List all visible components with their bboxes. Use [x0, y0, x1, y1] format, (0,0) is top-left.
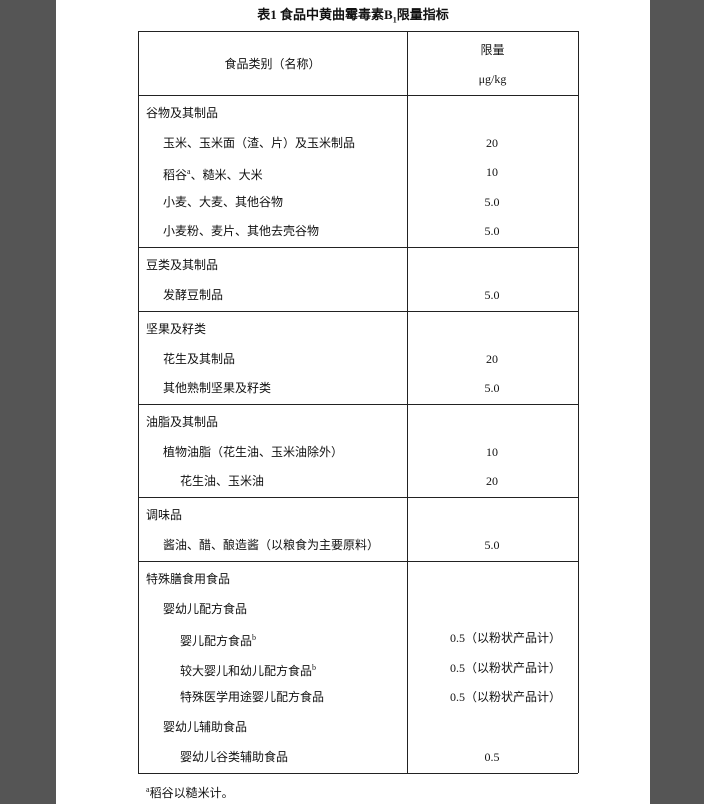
- row-label: 小麦、大麦、其他谷物: [163, 195, 283, 209]
- title-subscript: 1: [392, 15, 397, 25]
- row-name: 婴幼儿配方食品: [163, 601, 248, 616]
- row-label: 小麦粉、麦片、其他去壳谷物: [163, 224, 319, 238]
- group-name: 坚果及籽类: [146, 322, 207, 336]
- row-value: 20: [486, 135, 498, 150]
- row-value: 10: [486, 165, 498, 180]
- group-name: 油脂及其制品: [146, 415, 219, 430]
- row-name: 、糙米、大米: [190, 168, 263, 183]
- title-text: 限量指标: [396, 7, 449, 22]
- row-name: 花生油、玉米油: [180, 474, 265, 489]
- table-border: [138, 95, 578, 96]
- row-name: 酱油、醋、酿造酱（以粮食为主要原料）: [163, 538, 380, 552]
- row-name: 小麦、大麦、其他谷物: [163, 194, 284, 209]
- table-border: [407, 31, 408, 773]
- row-value: 5.0: [484, 224, 500, 239]
- group-name: 豆类及其制品: [146, 258, 219, 273]
- row-value: 10: [486, 444, 498, 459]
- row-label: 特殊医学用途婴儿配方食品: [180, 690, 324, 704]
- row-label: 婴幼儿配方食品: [163, 602, 247, 616]
- title-text: 表1 食品中黄曲霉毒素B: [257, 7, 393, 22]
- row-name: 婴幼儿谷类辅助食品: [180, 749, 289, 764]
- row-name: 小麦粉、麦片、其他去壳谷物: [163, 224, 320, 239]
- row-value: 5.0: [484, 381, 500, 396]
- row-name: 稻谷: [163, 168, 188, 183]
- row-name: 特殊医学用途婴儿配方食品: [180, 690, 325, 705]
- table-border: [578, 31, 579, 773]
- table-border: [138, 404, 578, 406]
- group-name: 调味品: [146, 508, 183, 523]
- header-limit: 限量: [480, 43, 505, 57]
- footnote-mark: a: [146, 784, 150, 794]
- row-value: 5.0: [484, 538, 500, 552]
- row-value: 5.0: [484, 194, 500, 209]
- row-name: 玉米、玉米面（渣、片）及玉米制品: [163, 135, 356, 150]
- table-border: [138, 247, 578, 249]
- table-border: [138, 772, 578, 774]
- footnote: a稻谷以糙米计。: [146, 783, 234, 800]
- group-name: 谷物及其制品: [146, 106, 219, 120]
- row-name: 婴幼儿辅助食品: [163, 720, 248, 734]
- table-border: [138, 31, 139, 773]
- group-name: 特殊膳食用食品: [146, 572, 231, 586]
- row-label: 发酵豆制品: [163, 288, 223, 302]
- row-name: 其他熟制坚果及籽类: [163, 381, 272, 396]
- table-title: 表1 食品中黄曲霉毒素B1限量指标: [56, 8, 650, 28]
- row-value: 0.5（以粉状产品计）: [450, 690, 562, 705]
- row-label: 婴儿配方食品b: [180, 631, 256, 648]
- row-label: 酱油、醋、酿造酱（以粮食为主要原料）: [163, 538, 379, 552]
- row-value: 0.5（以粉状产品计）: [450, 631, 562, 646]
- table-border: [138, 497, 578, 499]
- row-value: 20: [486, 474, 498, 489]
- row-value: 0.5（以粉状产品计）: [450, 660, 562, 675]
- table-border: [138, 31, 578, 32]
- row-name: 发酵豆制品: [163, 288, 224, 302]
- row-label: 婴幼儿辅助食品: [163, 720, 247, 734]
- row-name: 花生及其制品: [163, 351, 236, 366]
- row-name: 婴儿配方食品: [180, 634, 253, 649]
- table-border: [138, 561, 578, 562]
- row-label: 婴幼儿谷类辅助食品: [180, 750, 288, 764]
- footnote-mark: b: [312, 662, 317, 672]
- footnote-text: 稻谷以糙米计。: [149, 785, 234, 800]
- row-value: 0.5: [484, 749, 500, 764]
- row-name: 植物油脂（花生油、玉米油除外）: [163, 444, 344, 459]
- row-label: 稻谷a、糙米、大米: [163, 165, 263, 182]
- header-category: 食品类别（名称）: [224, 57, 321, 71]
- row-name: 较大婴儿和幼儿配方食品: [180, 663, 313, 678]
- table-border: [138, 311, 578, 312]
- row-label: 较大婴儿和幼儿配方食品b: [180, 661, 316, 678]
- document-page: 表1 食品中黄曲霉毒素B1限量指标 食品类别（名称） 限量 μg/kg 谷物及其制品玉…: [56, 0, 650, 804]
- row-value: 20: [486, 351, 498, 366]
- row-label: 植物油脂（花生油、玉米油除外）: [163, 445, 343, 459]
- row-label: 其他熟制坚果及籽类: [163, 381, 271, 395]
- row-value: 5.0: [484, 288, 500, 302]
- footnote-mark: b: [252, 633, 257, 643]
- row-label: 花生油、玉米油: [180, 474, 264, 488]
- row-label: 玉米、玉米面（渣、片）及玉米制品: [163, 136, 355, 150]
- footnote-mark: a: [187, 167, 191, 177]
- header-unit: μg/kg: [478, 72, 507, 86]
- row-label: 花生及其制品: [163, 352, 235, 366]
